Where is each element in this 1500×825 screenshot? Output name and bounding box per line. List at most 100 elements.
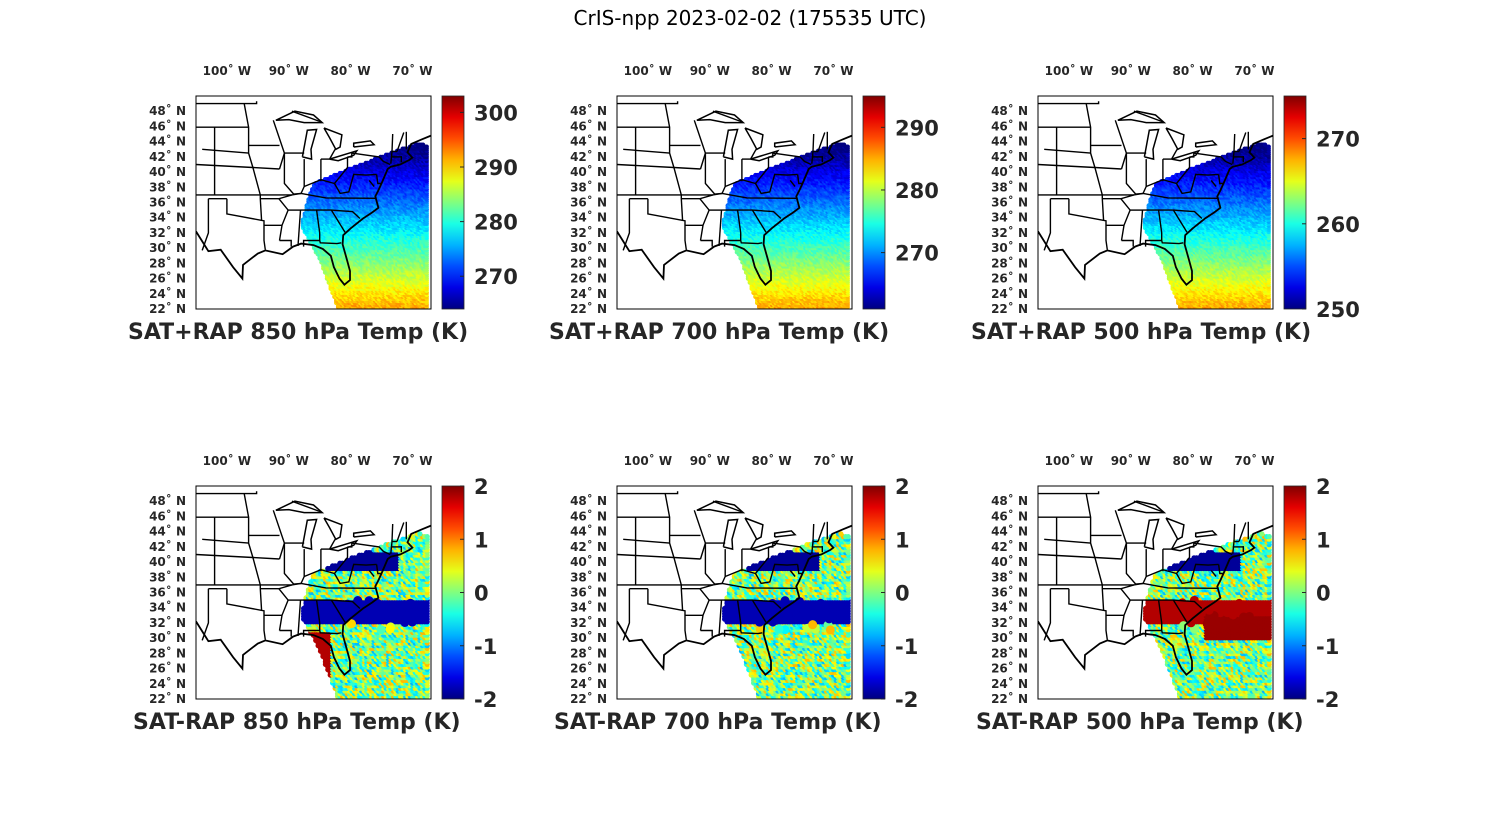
lat-tick-label: 24˚ N [991,676,1028,691]
colorbar-tick-label: 280 [895,179,939,203]
state-border [1125,543,1144,585]
state-border [737,599,782,610]
state-border [1043,588,1052,641]
lat-tick-label: 28˚ N [149,645,186,660]
state-border [704,153,723,195]
coastline [617,524,852,676]
lon-tick-label: 100˚ W [203,63,251,78]
state-border [1038,101,1100,105]
panel-title: SAT+RAP 850 hPa Temp (K) [128,320,468,345]
state-border [740,630,763,635]
lake-outline [352,140,376,148]
lat-tick-label: 40˚ N [991,164,1028,179]
state-border [751,209,767,233]
swath-data [721,142,850,309]
lon-tick-label: 100˚ W [203,453,251,468]
state-border [1175,173,1219,195]
panel-title: SAT+RAP 700 hPa Temp (K) [549,320,889,345]
state-border [196,101,258,105]
lat-tick-label: 48˚ N [991,103,1028,118]
lat-tick-label: 26˚ N [570,661,607,676]
state-border [1121,239,1134,247]
lake-outline [329,539,359,552]
state-border [700,239,713,247]
state-border [202,538,249,544]
state-border [1189,152,1233,166]
lon-tick-label: 90˚ W [690,63,730,78]
colorbar-tick-label: -2 [895,688,918,712]
state-border [1210,569,1217,577]
lat-tick-label: 46˚ N [570,508,607,523]
colorbar-tick-label: 0 [1316,582,1331,606]
lat-tick-label: 42˚ N [991,149,1028,164]
colorbar-tick-label: 2 [474,475,489,499]
lon-tick-label: 70˚ W [1234,63,1274,78]
lat-tick-label: 26˚ N [149,271,186,286]
state-border [698,584,714,631]
lake-outline [329,149,359,162]
colorbar-tick-label: -1 [1316,635,1339,659]
lat-tick-label: 24˚ N [991,286,1028,301]
lat-tick-label: 44˚ N [149,134,186,149]
state-border [283,153,302,195]
state-border [721,599,742,637]
state-border [347,542,391,556]
state-border [1139,600,1144,636]
colorbar [1283,95,1307,310]
lat-tick-label: 44˚ N [149,524,186,539]
coastline [617,134,852,286]
state-border [647,198,687,250]
lat-tick-label: 32˚ N [991,615,1028,630]
state-border [291,500,322,513]
lat-tick-label: 26˚ N [991,271,1028,286]
state-border [623,148,670,154]
lat-tick-label: 28˚ N [570,255,607,270]
state-border [1142,159,1147,194]
lat-tick-label: 42˚ N [991,539,1028,554]
state-border [1085,493,1103,586]
state-border [751,599,767,623]
lat-tick-label: 24˚ N [570,286,607,301]
state-border [279,629,292,637]
figure-title: CrIS-npp 2023-02-02 (175535 UTC) [0,6,1500,30]
state-border [749,538,757,550]
lon-tick-label: 70˚ W [813,453,853,468]
lat-tick-label: 36˚ N [570,195,607,210]
state-border [259,584,263,611]
colorbar-tick-label: 270 [474,265,518,289]
lat-tick-label: 24˚ N [149,676,186,691]
lat-tick-label: 40˚ N [570,164,607,179]
colorbar-tick-label: 1 [895,528,910,552]
lake-outline [301,128,318,161]
lat-tick-label: 26˚ N [570,271,607,286]
colorbar-tick-label: 2 [1316,475,1331,499]
state-border [347,152,391,166]
state-border [368,569,375,577]
map-frame [616,485,853,700]
map-outlines [617,101,852,286]
state-border [1119,584,1135,631]
panel-title: SAT-RAP 700 hPa Temp (K) [554,710,882,735]
lat-tick-label: 46˚ N [991,118,1028,133]
lat-tick-label: 34˚ N [149,210,186,225]
state-border [1068,198,1108,250]
lat-tick-label: 22˚ N [149,691,186,706]
state-border [396,522,405,542]
state-border [1133,110,1164,123]
lake-outline [696,110,746,124]
lat-tick-label: 22˚ N [149,301,186,316]
lat-tick-label: 36˚ N [991,195,1028,210]
lat-tick-label: 32˚ N [570,615,607,630]
lat-tick-label: 26˚ N [991,661,1028,676]
lat-tick-label: 42˚ N [570,149,607,164]
state-border [297,600,302,636]
state-border [1158,599,1203,610]
lake-outline [1117,500,1167,514]
map-frame [195,485,432,700]
state-border [300,209,321,247]
lat-tick-label: 30˚ N [149,240,186,255]
lon-tick-label: 80˚ W [331,63,371,78]
lake-outline [1143,128,1160,161]
state-border [1170,148,1178,160]
colorbar-tick-label: 290 [895,116,939,140]
